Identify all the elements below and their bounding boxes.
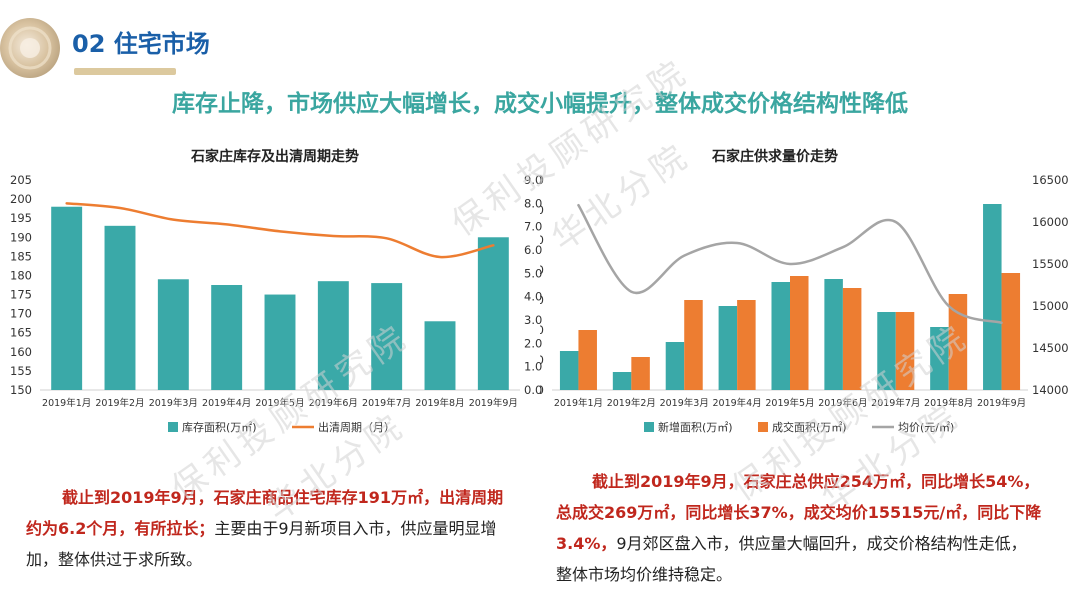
- bar: [425, 321, 456, 390]
- bar: [930, 327, 949, 390]
- bar: [771, 282, 790, 390]
- bar: [371, 283, 402, 390]
- y-left-tick-label: 60: [540, 203, 544, 217]
- y-left-tick-label: 200: [10, 192, 32, 206]
- legend-swatch: [168, 422, 178, 432]
- bar: [790, 276, 809, 390]
- inventory-chart: 2052001951901851801751701651601551509.08…: [0, 165, 545, 445]
- x-tick-label: 2019年1月: [42, 397, 91, 409]
- y-left-tick-label: 10: [540, 353, 544, 367]
- legend-label: 成交面积(万㎡): [772, 420, 847, 434]
- x-tick-label: 2019年9月: [469, 397, 518, 409]
- y-left-tick-label: 70: [540, 173, 544, 187]
- x-tick-label: 2019年5月: [255, 397, 304, 409]
- right-summary-body: 9月郊区盘入市，供应量大幅回升，成交价格结构性走低，整体市场均价维持稳定。: [556, 534, 1027, 584]
- bar: [265, 295, 296, 390]
- chart-1-title: 石家庄库存及出清周期走势: [140, 146, 410, 166]
- bar: [613, 372, 632, 390]
- x-tick-label: 2019年2月: [607, 397, 656, 409]
- y-left-tick-label: 170: [10, 307, 32, 321]
- legend-label: 库存面积(万㎡): [182, 420, 257, 434]
- y-left-tick-label: 195: [10, 211, 32, 225]
- x-tick-label: 2019年4月: [202, 397, 251, 409]
- x-tick-label: 2019年8月: [924, 397, 973, 409]
- y-left-tick-label: 160: [10, 345, 32, 359]
- bar: [896, 312, 915, 390]
- x-tick-label: 2019年3月: [149, 397, 198, 409]
- y-left-tick-label: 205: [10, 173, 32, 187]
- y-left-tick-label: 155: [10, 364, 32, 378]
- bar: [719, 306, 738, 390]
- x-tick-label: 2019年1月: [554, 397, 603, 409]
- bar: [631, 357, 650, 390]
- bar: [824, 279, 843, 390]
- bar: [478, 237, 509, 390]
- bar: [105, 226, 136, 390]
- y-right-tick-label: 15000: [1032, 299, 1069, 313]
- y-left-tick-label: 165: [10, 326, 32, 340]
- y-left-tick-label: 0: [540, 383, 544, 397]
- bar: [158, 279, 189, 390]
- left-summary: 截止到2019年9月，石家庄商品住宅库存191万㎡，出清周期约为6.2个月，有所…: [26, 482, 516, 575]
- legend-swatch: [758, 422, 768, 432]
- y-left-tick-label: 20: [540, 323, 544, 337]
- y-left-tick-label: 150: [10, 383, 32, 397]
- bar: [318, 281, 349, 390]
- bar: [983, 204, 1002, 390]
- y-left-tick-label: 190: [10, 230, 32, 244]
- y-left-tick-label: 175: [10, 288, 32, 302]
- bar: [578, 330, 597, 390]
- bar: [51, 207, 82, 390]
- x-tick-label: 2019年7月: [871, 397, 920, 409]
- y-left-tick-label: 40: [540, 263, 544, 277]
- title-underline: [74, 68, 176, 75]
- y-left-tick-label: 50: [540, 233, 544, 247]
- section-title: 02 住宅市场: [72, 24, 210, 59]
- legend-swatch: [644, 422, 654, 432]
- y-right-tick-label: 16500: [1032, 173, 1069, 187]
- legend-label: 新增面积(万㎡): [658, 420, 733, 434]
- x-tick-label: 2019年7月: [362, 397, 411, 409]
- y-left-tick-label: 185: [10, 249, 32, 263]
- y-right-tick-label: 14500: [1032, 341, 1069, 355]
- y-right-tick-label: 14000: [1032, 383, 1069, 397]
- chart-2-title: 石家庄供求量价走势: [650, 146, 900, 166]
- x-tick-label: 2019年5月: [765, 397, 814, 409]
- bar: [843, 288, 862, 390]
- logo-disc-icon: [0, 10, 66, 80]
- bar: [684, 300, 703, 390]
- x-tick-label: 2019年3月: [660, 397, 709, 409]
- x-tick-label: 2019年6月: [309, 397, 358, 409]
- bar: [666, 342, 685, 390]
- y-right-tick-label: 16000: [1032, 215, 1069, 229]
- bar: [211, 285, 242, 390]
- y-left-tick-label: 180: [10, 268, 32, 282]
- bar: [560, 351, 579, 390]
- supply-demand-chart: 70 60 50 40 30 20 10 0 16500 16000 15500 15000 14500…: [540, 165, 1080, 445]
- y-left-tick-label: 30: [540, 293, 544, 307]
- legend-label: 出清周期（月）: [318, 420, 395, 434]
- bar: [877, 312, 896, 390]
- bar: [1002, 273, 1021, 390]
- x-tick-label: 2019年8月: [415, 397, 464, 409]
- x-tick-label: 2019年2月: [95, 397, 144, 409]
- y-right-tick-label: 15500: [1032, 257, 1069, 271]
- headline: 库存止降，市场供应大幅增长，成交小幅提升，整体成交价格结构性降低: [0, 84, 1080, 118]
- x-tick-label: 2019年4月: [712, 397, 761, 409]
- x-tick-label: 2019年9月: [977, 397, 1026, 409]
- legend-label: 均价(元/㎡): [898, 421, 954, 434]
- bar: [737, 300, 756, 390]
- right-summary: 截止到2019年9月，石家庄总供应254万㎡，同比增长54%，总成交269万㎡，…: [556, 466, 1042, 590]
- x-tick-label: 2019年6月: [818, 397, 867, 409]
